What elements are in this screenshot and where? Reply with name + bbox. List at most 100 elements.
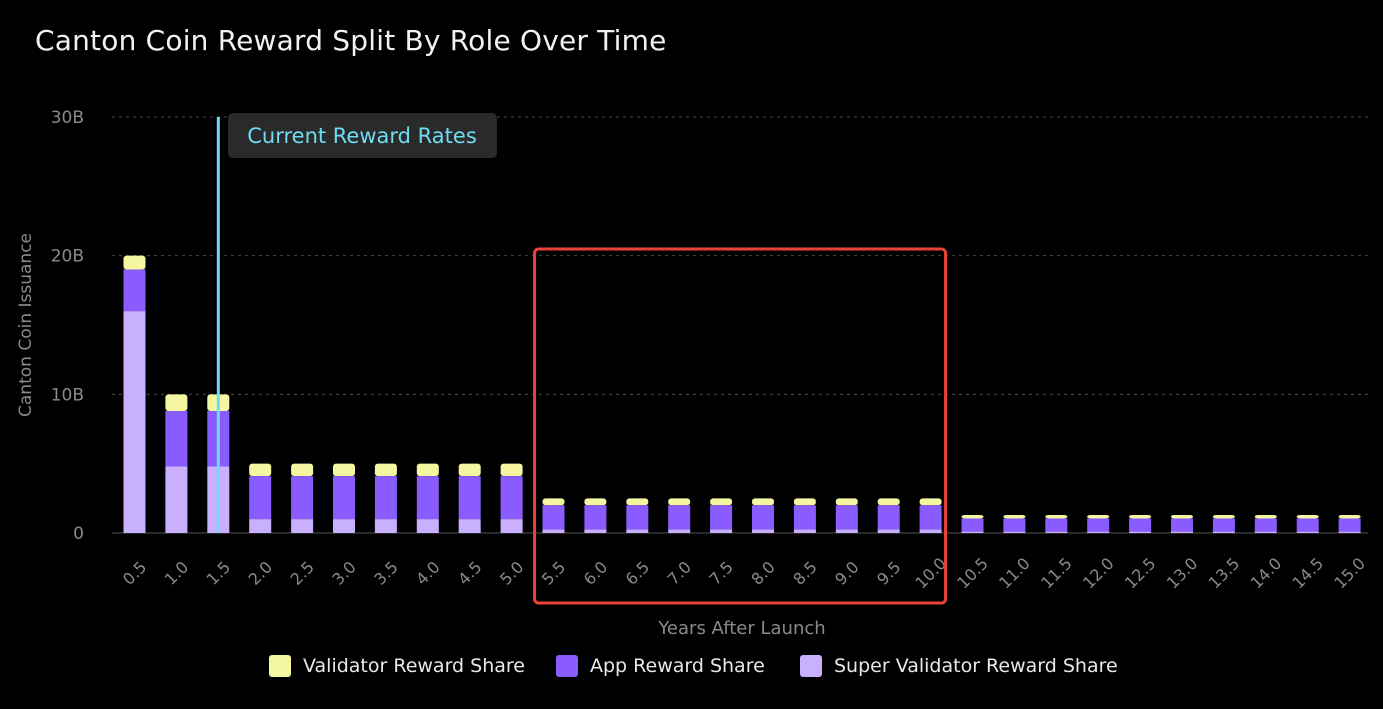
bar-segment[interactable] <box>165 410 188 467</box>
bar-segment[interactable] <box>752 529 774 533</box>
bar-segment[interactable] <box>249 476 272 520</box>
bar-segment[interactable] <box>1171 518 1193 532</box>
bar-segment[interactable] <box>165 394 188 411</box>
bar-segment[interactable] <box>1254 531 1277 533</box>
bar-segment[interactable] <box>1129 518 1152 532</box>
bar-stack[interactable] <box>1045 514 1068 533</box>
bar-segment[interactable] <box>752 498 774 506</box>
bar-stack[interactable] <box>333 463 355 533</box>
bar-stack[interactable] <box>710 498 733 533</box>
bar-segment[interactable] <box>333 519 355 533</box>
bar-segment[interactable] <box>1212 514 1235 519</box>
bar-segment[interactable] <box>961 518 984 532</box>
bar-segment[interactable] <box>1045 514 1068 519</box>
bar-segment[interactable] <box>877 498 900 506</box>
bar-segment[interactable] <box>584 505 607 530</box>
bar-segment[interactable] <box>1171 514 1193 519</box>
bar-stack[interactable] <box>291 463 314 533</box>
bar-segment[interactable] <box>249 463 272 477</box>
bar-segment[interactable] <box>1296 518 1319 532</box>
bar-segment[interactable] <box>123 269 146 312</box>
bar-stack[interactable] <box>752 498 774 533</box>
bar-segment[interactable] <box>1296 531 1319 533</box>
legend-item-super-validator[interactable]: Super Validator Reward Share <box>800 651 1118 681</box>
bar-segment[interactable] <box>123 255 146 270</box>
bar-segment[interactable] <box>1087 514 1110 519</box>
bar-segment[interactable] <box>1129 531 1152 533</box>
bar-segment[interactable] <box>1338 514 1361 519</box>
bar-segment[interactable] <box>500 519 523 533</box>
bar-segment[interactable] <box>416 463 439 477</box>
bar-stack[interactable] <box>961 514 984 533</box>
bar-segment[interactable] <box>835 505 858 530</box>
bar-stack[interactable] <box>374 463 397 533</box>
bar-stack[interactable] <box>249 463 272 533</box>
bar-stack[interactable] <box>123 255 146 533</box>
bar-stack[interactable] <box>458 463 481 533</box>
bar-segment[interactable] <box>291 476 314 520</box>
bar-segment[interactable] <box>919 505 942 530</box>
bar-stack[interactable] <box>1129 514 1152 533</box>
bar-stack[interactable] <box>1171 514 1193 533</box>
bar-stack[interactable] <box>1087 514 1110 533</box>
bar-segment[interactable] <box>710 529 733 533</box>
bar-segment[interactable] <box>1254 514 1277 519</box>
bar-segment[interactable] <box>793 498 816 506</box>
bar-segment[interactable] <box>626 529 649 533</box>
bar-stack[interactable] <box>793 498 816 533</box>
bar-segment[interactable] <box>1254 518 1277 532</box>
bar-stack[interactable] <box>500 463 523 533</box>
bar-segment[interactable] <box>1003 514 1026 519</box>
bar-segment[interactable] <box>752 505 774 530</box>
bar-stack[interactable] <box>626 498 649 533</box>
bar-stack[interactable] <box>1296 514 1319 533</box>
bar-segment[interactable] <box>333 476 355 520</box>
bar-segment[interactable] <box>500 476 523 520</box>
bar-segment[interactable] <box>1003 518 1026 532</box>
legend-item-validator[interactable]: Validator Reward Share <box>269 651 525 681</box>
bar-segment[interactable] <box>1045 518 1068 532</box>
bar-segment[interactable] <box>542 498 565 506</box>
bar-segment[interactable] <box>961 514 984 519</box>
bar-segment[interactable] <box>458 463 481 477</box>
bar-segment[interactable] <box>877 505 900 530</box>
bar-segment[interactable] <box>165 466 188 533</box>
bar-segment[interactable] <box>793 505 816 530</box>
bar-stack[interactable] <box>877 498 900 533</box>
bar-segment[interactable] <box>626 498 649 506</box>
bar-segment[interactable] <box>584 529 607 533</box>
bar-segment[interactable] <box>835 498 858 506</box>
bar-segment[interactable] <box>584 498 607 506</box>
bar-segment[interactable] <box>1338 518 1361 532</box>
bar-segment[interactable] <box>500 463 523 477</box>
bar-segment[interactable] <box>626 505 649 530</box>
bar-segment[interactable] <box>919 529 942 533</box>
bar-segment[interactable] <box>374 476 397 520</box>
bar-segment[interactable] <box>374 519 397 533</box>
bar-segment[interactable] <box>1296 514 1319 519</box>
bar-stack[interactable] <box>416 463 439 533</box>
bar-segment[interactable] <box>291 519 314 533</box>
bar-segment[interactable] <box>333 463 355 477</box>
bar-segment[interactable] <box>1087 518 1110 532</box>
bar-segment[interactable] <box>1129 514 1152 519</box>
bar-stack[interactable] <box>1254 514 1277 533</box>
bar-segment[interactable] <box>1338 531 1361 533</box>
legend-item-app[interactable]: App Reward Share <box>556 651 765 681</box>
bar-segment[interactable] <box>374 463 397 477</box>
bar-segment[interactable] <box>1212 518 1235 532</box>
bar-stack[interactable] <box>1003 514 1026 533</box>
bar-stack[interactable] <box>835 498 858 533</box>
bar-segment[interactable] <box>1003 531 1026 533</box>
bar-segment[interactable] <box>961 531 984 533</box>
bar-stack[interactable] <box>919 498 942 533</box>
bar-segment[interactable] <box>416 519 439 533</box>
bar-segment[interactable] <box>291 463 314 477</box>
bar-stack[interactable] <box>1338 514 1361 533</box>
bar-segment[interactable] <box>710 505 733 530</box>
bar-segment[interactable] <box>1087 531 1110 533</box>
bar-segment[interactable] <box>249 519 272 533</box>
bar-segment[interactable] <box>123 311 146 533</box>
bar-segment[interactable] <box>1171 531 1193 533</box>
bar-segment[interactable] <box>542 505 565 530</box>
